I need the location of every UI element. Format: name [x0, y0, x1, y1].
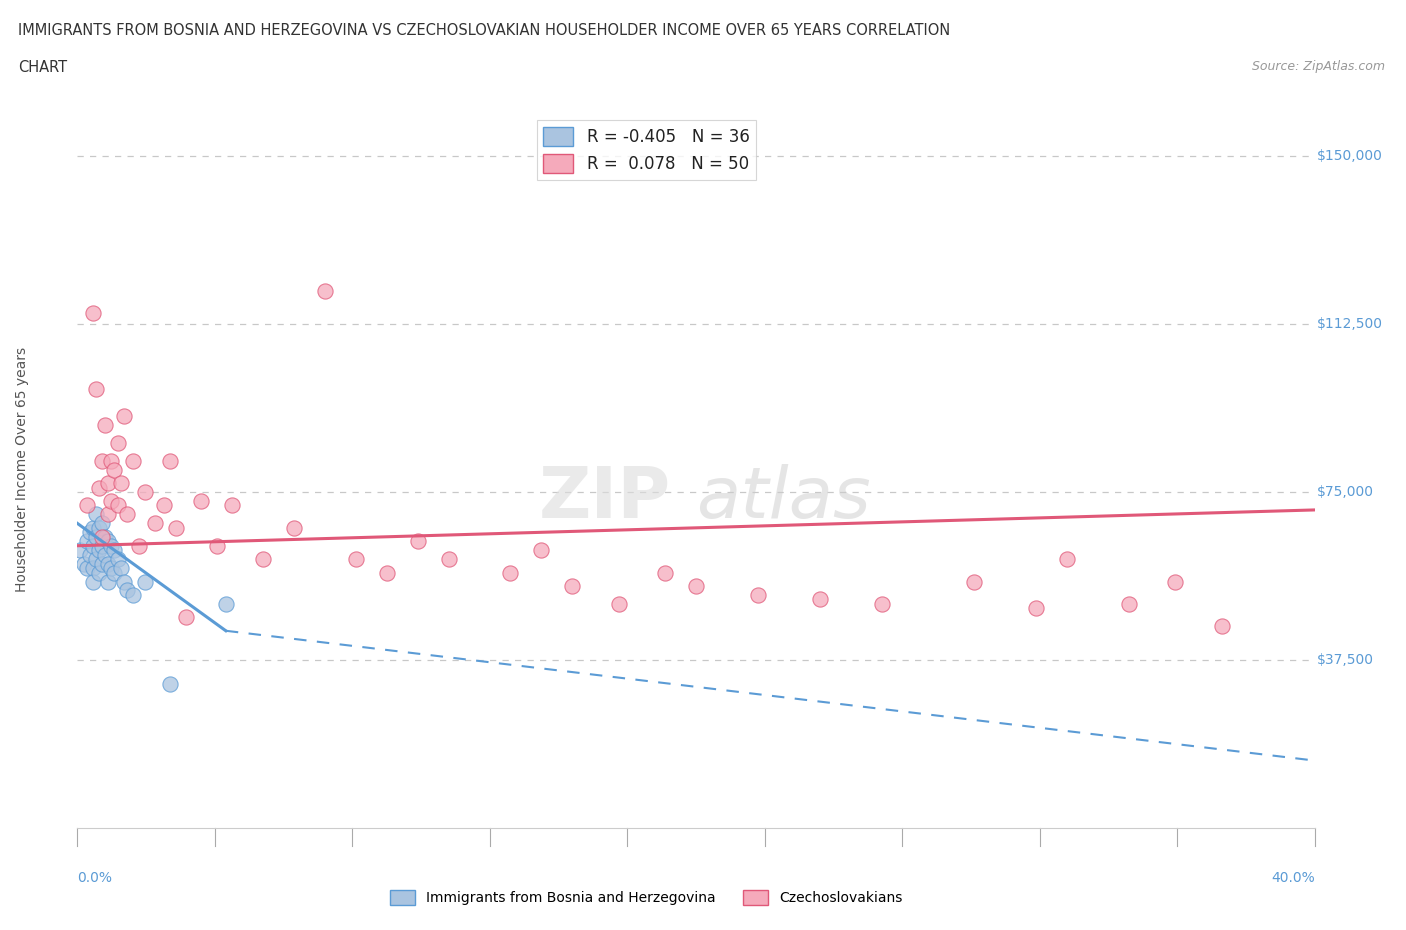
Point	[91, 453, 114, 468]
Text: CHART: CHART	[18, 60, 67, 75]
Point	[79, 525, 101, 539]
Point	[97, 556, 120, 571]
Point	[190, 494, 212, 509]
Point	[97, 574, 120, 589]
Point	[103, 543, 125, 558]
Point	[107, 435, 129, 450]
Point	[82, 538, 104, 553]
Point	[76, 498, 98, 512]
Point	[143, 516, 166, 531]
Point	[115, 583, 138, 598]
Point	[437, 551, 460, 566]
Text: $75,000: $75,000	[1317, 485, 1374, 499]
Text: ZIP: ZIP	[538, 464, 671, 533]
Point	[94, 547, 117, 562]
Point	[112, 408, 135, 423]
Point	[87, 521, 110, 536]
Point	[607, 596, 630, 611]
Point	[91, 529, 114, 544]
Text: 0.0%: 0.0%	[77, 870, 112, 884]
Point	[283, 521, 305, 536]
Point	[84, 381, 107, 396]
Point	[174, 610, 197, 625]
Point	[79, 547, 101, 562]
Point	[97, 507, 120, 522]
Point	[344, 551, 367, 566]
Point	[91, 538, 114, 553]
Point	[76, 561, 98, 576]
Point	[1211, 618, 1233, 633]
Point	[87, 565, 110, 580]
Point	[205, 538, 228, 553]
Point	[406, 534, 429, 549]
Point	[82, 561, 104, 576]
Point	[103, 565, 125, 580]
Point	[97, 534, 120, 549]
Point	[91, 556, 114, 571]
Point	[100, 561, 122, 576]
Point	[82, 521, 104, 536]
Point	[530, 543, 553, 558]
Point	[69, 543, 91, 558]
Point	[165, 521, 187, 536]
Point	[963, 574, 986, 589]
Point	[82, 574, 104, 589]
Point	[122, 453, 145, 468]
Point	[685, 578, 707, 593]
Point	[84, 507, 107, 522]
Point	[159, 453, 181, 468]
Point	[110, 561, 132, 576]
Point	[215, 596, 238, 611]
Point	[499, 565, 522, 580]
Point	[561, 578, 583, 593]
Point	[153, 498, 176, 512]
Point	[87, 480, 110, 495]
Point	[107, 498, 129, 512]
Point	[870, 596, 893, 611]
Point	[107, 551, 129, 566]
Point	[76, 534, 98, 549]
Point	[654, 565, 676, 580]
Text: atlas: atlas	[696, 464, 870, 533]
Point	[103, 462, 125, 477]
Point	[115, 507, 138, 522]
Text: $37,500: $37,500	[1317, 653, 1374, 667]
Point	[84, 551, 107, 566]
Text: 40.0%: 40.0%	[1271, 870, 1315, 884]
Point	[747, 588, 769, 603]
Point	[112, 574, 135, 589]
Text: $150,000: $150,000	[1317, 150, 1384, 164]
Point	[128, 538, 150, 553]
Point	[82, 306, 104, 321]
Point	[314, 283, 336, 298]
Point	[1118, 596, 1140, 611]
Point	[97, 475, 120, 490]
Point	[1056, 551, 1078, 566]
Point	[1025, 601, 1047, 616]
Point	[134, 574, 156, 589]
Point	[1164, 574, 1187, 589]
Point	[100, 453, 122, 468]
Point	[375, 565, 398, 580]
Point	[134, 485, 156, 499]
Point	[72, 556, 94, 571]
Point	[221, 498, 243, 512]
Point	[122, 588, 145, 603]
Point	[252, 551, 274, 566]
Legend: Immigrants from Bosnia and Herzegovina, Czechoslovakians: Immigrants from Bosnia and Herzegovina, …	[384, 884, 908, 910]
Point	[159, 677, 181, 692]
Text: Householder Income Over 65 years: Householder Income Over 65 years	[14, 347, 28, 592]
Text: Source: ZipAtlas.com: Source: ZipAtlas.com	[1251, 60, 1385, 73]
Point	[110, 475, 132, 490]
Point	[100, 538, 122, 553]
Point	[100, 494, 122, 509]
Point	[808, 592, 831, 607]
Point	[84, 529, 107, 544]
Point	[94, 529, 117, 544]
Text: IMMIGRANTS FROM BOSNIA AND HERZEGOVINA VS CZECHOSLOVAKIAN HOUSEHOLDER INCOME OVE: IMMIGRANTS FROM BOSNIA AND HERZEGOVINA V…	[18, 23, 950, 38]
Point	[91, 516, 114, 531]
Text: $112,500: $112,500	[1317, 317, 1384, 331]
Point	[94, 418, 117, 432]
Point	[87, 543, 110, 558]
